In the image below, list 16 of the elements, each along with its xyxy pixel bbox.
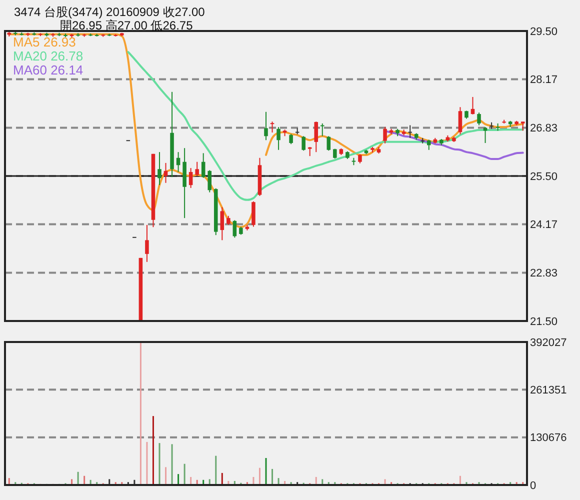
y-tick-label: 28.17 [530,74,558,86]
y-tick-label: 392027 [530,336,567,349]
chart-title: 3474 台股(3474) 20160909 收27.00 [14,5,206,20]
y-tick-label: 22.83 [530,268,558,280]
text: MA20 26.78 [13,48,84,64]
y-tick-label: 24.17 [530,219,558,232]
y-tick-label: 29.50 [530,26,558,38]
y-tick-label: 21.50 [530,316,558,328]
y-tick-label: 25.50 [530,170,558,183]
series-label: MA5 26.93 [13,34,76,50]
y-tick-label: 261351 [530,384,567,397]
y-tick-label: 0 [530,480,536,492]
y-tick-label: 26.83 [530,122,558,135]
text: MA60 26.14 [13,62,84,78]
y-tick-label: 130676 [530,432,567,444]
chart-subtitle: 開26.95 高27.00 低26.75 [60,18,194,33]
